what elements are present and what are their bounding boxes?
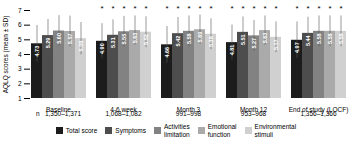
html-text:Environmental stimuli: Environmental stimuli: [254, 123, 297, 138]
svg-text:4.90: 4.90: [99, 43, 105, 54]
svg-text:7: 7: [18, 7, 22, 14]
svg-text:953–968: 953–968: [241, 110, 267, 117]
svg-text:*: *: [263, 4, 266, 13]
svg-text:*: *: [274, 4, 277, 13]
svg-text:5.29: 5.29: [45, 38, 51, 49]
svg-text:*: *: [133, 4, 136, 13]
svg-text:*: *: [122, 4, 125, 13]
svg-text:5.51: 5.51: [240, 34, 246, 45]
svg-text:4.97: 4.97: [294, 42, 300, 53]
svg-text:1: 1: [18, 95, 22, 102]
svg-text:5.27: 5.27: [251, 38, 257, 49]
svg-text:End of study (LOCF): End of study (LOCF): [288, 106, 349, 114]
svg-text:AQLQ scores (mean ± SD): AQLQ scores (mean ± SD): [2, 16, 10, 94]
svg-text:5.58: 5.58: [327, 33, 333, 44]
svg-text:*: *: [198, 4, 201, 13]
svg-text:5.58: 5.58: [338, 33, 344, 44]
svg-text:5: 5: [18, 36, 22, 43]
svg-text:*: *: [306, 4, 309, 13]
html-text:Symptoms: Symptoms: [115, 126, 146, 134]
svg-text:*: *: [165, 4, 168, 13]
svg-text:*: *: [317, 4, 320, 13]
svg-text:*: *: [100, 4, 103, 13]
svg-text:4.66: 4.66: [164, 47, 170, 58]
svg-text:5.58: 5.58: [316, 33, 322, 44]
svg-text:4.73: 4.73: [34, 46, 40, 57]
svg-text:5.52: 5.52: [143, 34, 149, 45]
svg-text:5.58: 5.58: [186, 33, 192, 44]
svg-text:6: 6: [18, 21, 22, 28]
svg-text:5.42: 5.42: [175, 36, 181, 47]
svg-text:5.31: 5.31: [110, 37, 116, 48]
svg-text:*: *: [241, 4, 244, 13]
svg-text:991–998: 991–998: [176, 110, 202, 117]
svg-text:4.81: 4.81: [229, 45, 235, 56]
svg-text:3: 3: [18, 65, 22, 72]
svg-text:5.63: 5.63: [132, 33, 138, 44]
svg-text:*: *: [230, 4, 233, 13]
svg-text:*: *: [144, 4, 147, 13]
svg-text:1,356–1,366: 1,356–1,366: [300, 110, 337, 117]
html-text:Emotional function: Emotional function: [207, 123, 237, 138]
svg-text:2: 2: [18, 80, 22, 87]
svg-text:*: *: [339, 4, 342, 13]
svg-text:5.60: 5.60: [56, 33, 62, 44]
svg-text:5.63: 5.63: [262, 33, 268, 44]
svg-text:5.44: 5.44: [305, 34, 311, 46]
svg-text:5.57: 5.57: [67, 33, 73, 44]
svg-text:*: *: [176, 4, 179, 13]
svg-text:*: *: [187, 4, 190, 13]
svg-text:1,068–1,082: 1,068–1,082: [105, 110, 142, 117]
svg-text:*: *: [328, 4, 331, 13]
html-text:Activities limitation: Activities limitation: [164, 123, 190, 138]
svg-text:*: *: [295, 4, 298, 13]
svg-text:5.38: 5.38: [208, 36, 214, 47]
svg-text:5.55: 5.55: [121, 34, 127, 45]
svg-text:5.08: 5.08: [78, 41, 84, 52]
svg-text:*: *: [209, 4, 212, 13]
html-text:Total score: Total score: [65, 126, 98, 134]
svg-text:5.17: 5.17: [273, 39, 279, 50]
svg-text:4: 4: [18, 51, 22, 58]
svg-text:5.69: 5.69: [197, 32, 203, 43]
svg-text:*: *: [252, 4, 255, 13]
svg-text:n 1,350–1,371: n 1,350–1,371: [36, 110, 82, 117]
svg-text:*: *: [111, 4, 114, 13]
